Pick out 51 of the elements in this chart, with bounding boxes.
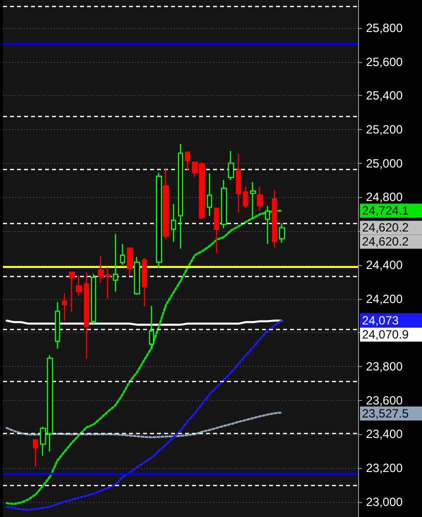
y-tick-label: 23,800 bbox=[366, 360, 404, 374]
text: 24,070.9 bbox=[362, 328, 410, 342]
candlestick bbox=[242, 186, 248, 209]
candlestick bbox=[264, 205, 270, 245]
candlestick bbox=[162, 168, 170, 240]
y-tick-label: 23,000 bbox=[366, 494, 404, 509]
y-tick-label: 25,000 bbox=[366, 156, 404, 170]
candlestick bbox=[32, 439, 38, 468]
line-series bbox=[6, 412, 283, 438]
candlestick bbox=[236, 152, 242, 214]
text: 24,724.1 bbox=[362, 204, 410, 218]
line-series bbox=[6, 210, 283, 505]
y-tick-label: 25,400 bbox=[366, 88, 404, 103]
y-tick-label: 23,600 bbox=[366, 393, 404, 408]
candlestick bbox=[178, 143, 184, 250]
candlestick bbox=[134, 256, 140, 296]
text: 24,620.2 bbox=[362, 234, 410, 249]
candlestick bbox=[228, 150, 234, 181]
candlestick bbox=[126, 246, 134, 276]
text: 24,073 bbox=[362, 313, 400, 328]
candlestick bbox=[84, 272, 90, 360]
candlestick bbox=[214, 208, 220, 254]
text: 24,620.2 bbox=[362, 220, 410, 235]
candlestick bbox=[76, 275, 82, 296]
candlestick bbox=[112, 233, 118, 292]
y-tick-label: 23,200 bbox=[366, 461, 404, 476]
candlestick bbox=[142, 257, 148, 308]
candlestick bbox=[220, 179, 228, 229]
y-tick-label: 25,600 bbox=[366, 54, 404, 69]
candlestick bbox=[156, 172, 162, 269]
candlestick bbox=[54, 301, 60, 350]
candlestick bbox=[170, 203, 176, 242]
y-tick-label: 24,800 bbox=[366, 190, 404, 204]
y-tick-label: 25,800 bbox=[366, 20, 404, 35]
candlestick bbox=[68, 272, 76, 312]
candlestick bbox=[148, 305, 154, 349]
candlestick bbox=[256, 186, 264, 212]
y-tick-label: 24,200 bbox=[366, 292, 404, 306]
candlestick bbox=[278, 222, 286, 244]
y-tick-label: 23,400 bbox=[366, 427, 404, 442]
candlestick bbox=[272, 189, 278, 248]
y-tick-label: 24,400 bbox=[366, 258, 404, 272]
line-series bbox=[6, 319, 283, 511]
text: 23,527.5 bbox=[362, 406, 410, 421]
candlestick bbox=[120, 243, 126, 266]
candlestick bbox=[62, 292, 68, 322]
candlestick bbox=[90, 273, 96, 325]
y-tick-label: 25,200 bbox=[366, 122, 404, 137]
candlestick bbox=[206, 172, 212, 217]
candlestick bbox=[184, 152, 190, 171]
candlestick bbox=[250, 181, 256, 220]
